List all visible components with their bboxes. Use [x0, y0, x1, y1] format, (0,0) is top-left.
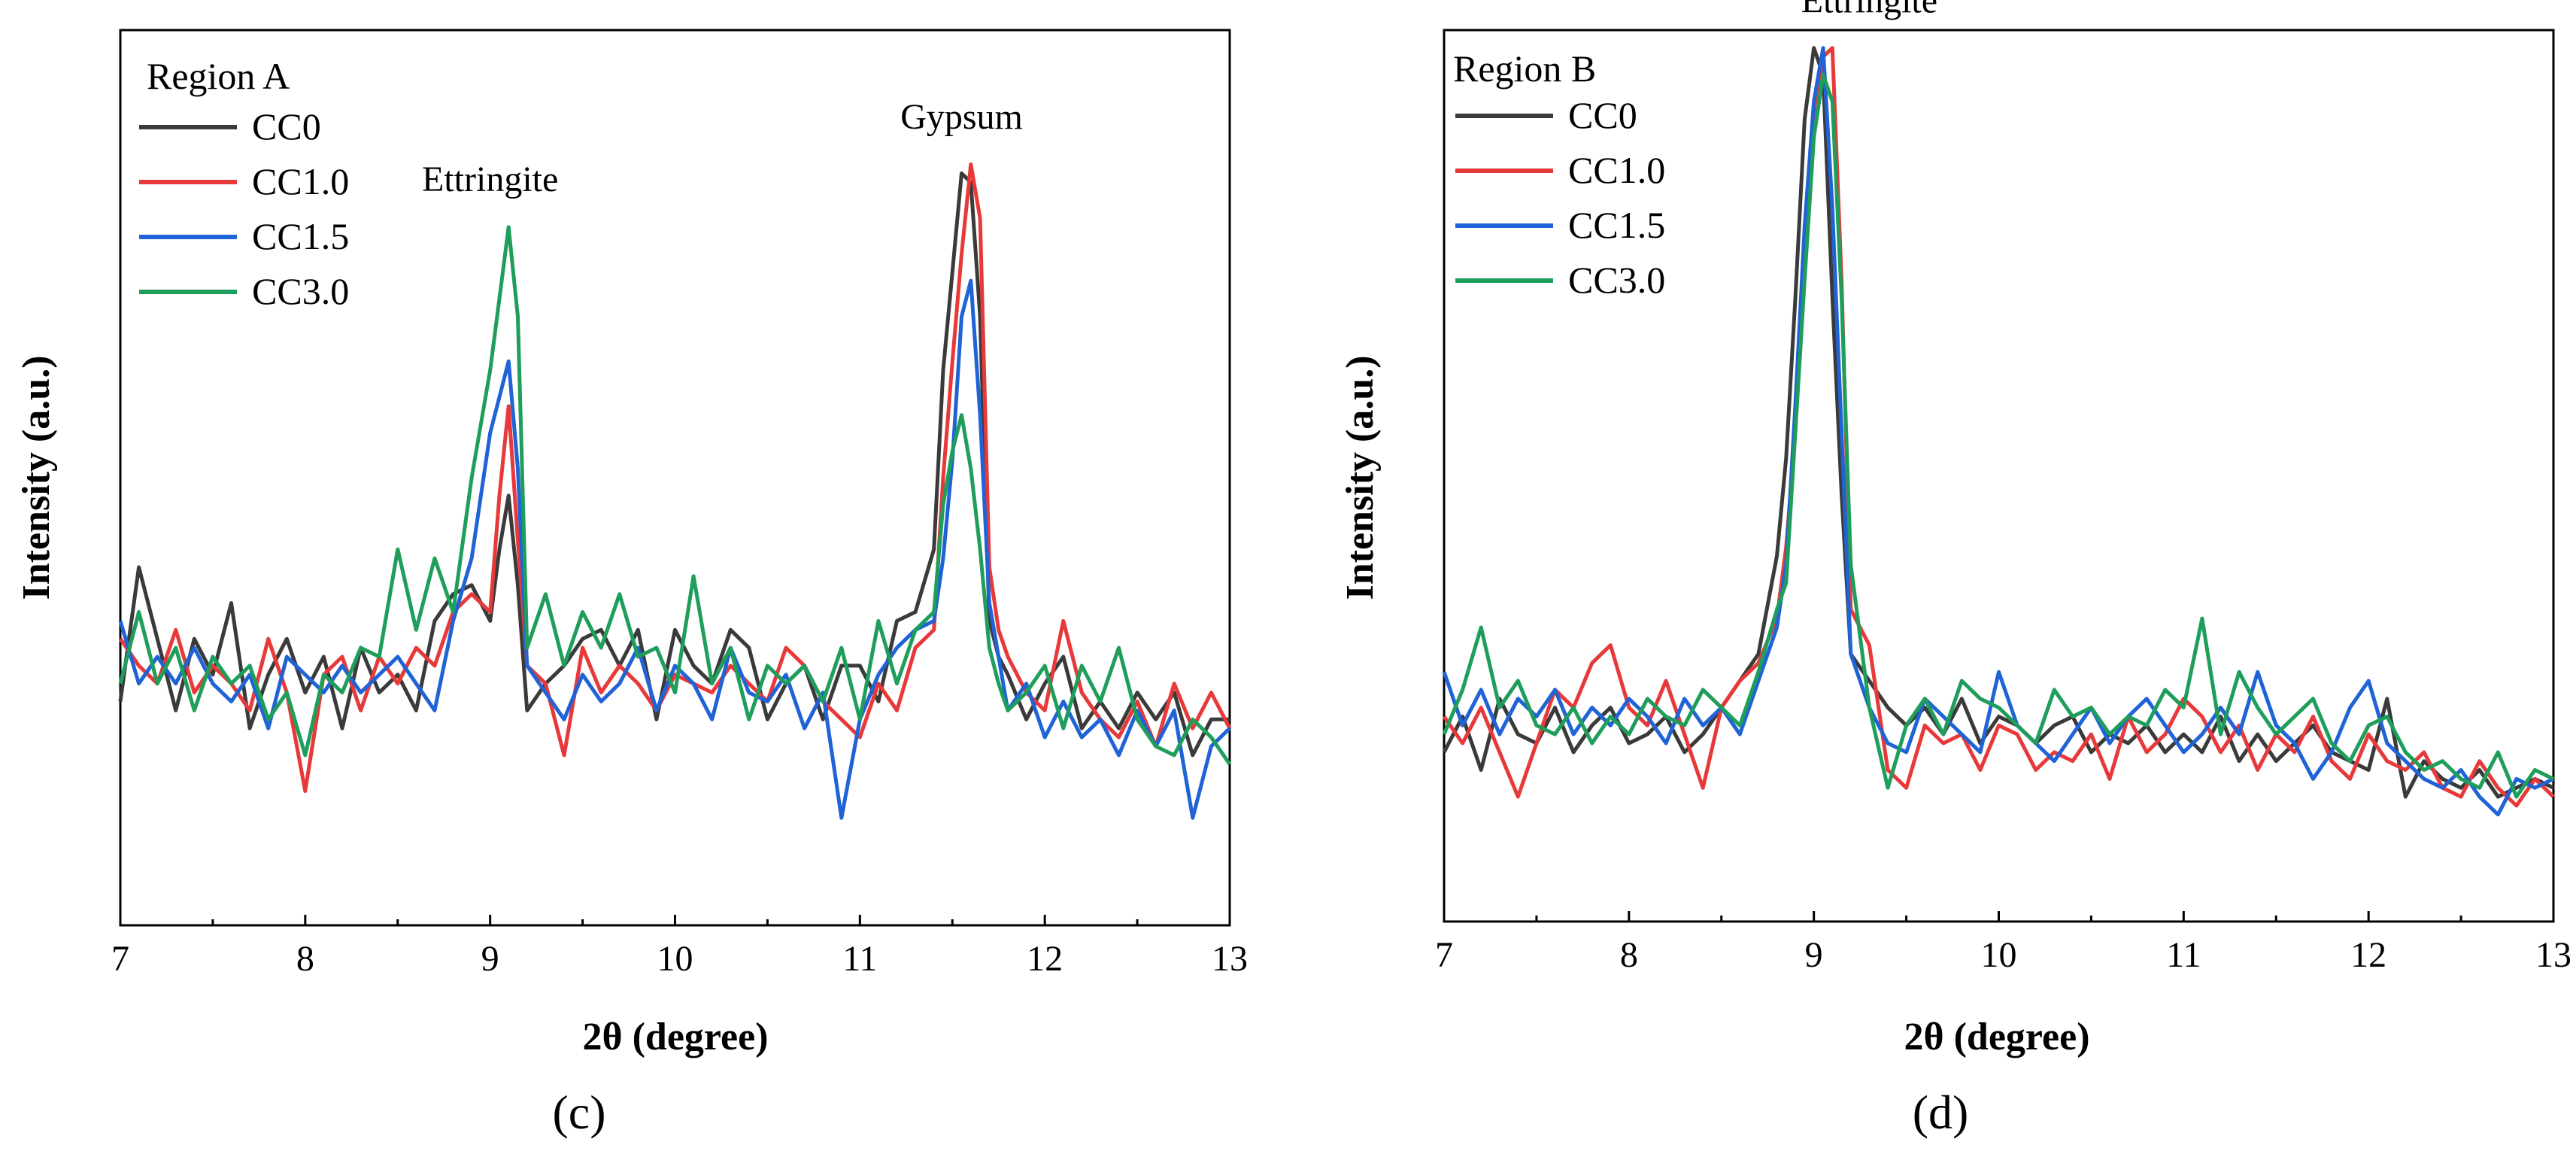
x-tick-label: 13 [1212, 939, 1248, 979]
panel-label: (c) [552, 1086, 605, 1139]
panel-label: (d) [1913, 1086, 1969, 1139]
x-tick-label: 10 [1981, 935, 2017, 975]
x-tick-label: 7 [1435, 935, 1453, 975]
x-tick-label: 12 [2350, 935, 2386, 975]
x-axis-ticks: 7 8 9 10 11 12 13 [1435, 911, 2571, 975]
x-tick-label: 13 [2535, 935, 2571, 975]
legend-label: CC3.0 [252, 270, 349, 312]
annotations: Ettringite Gypsum [422, 97, 1023, 199]
annotations: Ettringite [1801, 0, 1937, 20]
legend-label: CC1.0 [252, 160, 349, 202]
x-tick-label: 8 [1620, 935, 1638, 975]
region-label: Region A [147, 55, 290, 97]
series-line-cc3-0 [1442, 72, 2555, 799]
region-label: Region B [1453, 47, 1596, 90]
y-axis-label: Intensity (a.u.) [15, 355, 58, 600]
x-axis-label: 2θ (degree) [1904, 1016, 2089, 1058]
series-line-cc1-5 [118, 278, 1231, 820]
x-tick-label: 8 [296, 939, 314, 979]
chart-panel-d: 7 8 9 10 11 12 13 Region B CC0CC1.0CC1.5CC3.0 … [1339, 0, 2571, 1139]
chart-panel-c: 7 8 9 10 11 12 13 Region A CC0CC1.0CC1.5CC3.0 … [15, 29, 1248, 1139]
legend-label: CC1.0 [1568, 149, 1665, 191]
peak-annotation: Gypsum [900, 97, 1023, 137]
x-axis-ticks: 7 8 9 10 11 12 13 [111, 915, 1248, 979]
x-tick-label: 10 [657, 939, 693, 979]
x-tick-label: 11 [842, 939, 877, 979]
x-tick-label: 9 [1805, 935, 1823, 975]
legend: CC0 CC1.0 CC1.5 CC3.0 [139, 105, 349, 312]
series-line-cc3-0 [118, 225, 1232, 766]
x-tick-label: 12 [1027, 939, 1063, 979]
legend-label: CC0 [252, 105, 321, 147]
legend-label: CC1.5 [252, 215, 349, 257]
x-tick-label: 7 [111, 939, 129, 979]
peak-annotation: Ettringite [1801, 0, 1937, 20]
series-lines [118, 162, 1232, 820]
x-tick-label: 11 [2166, 935, 2201, 975]
x-axis-label: 2θ (degree) [582, 1016, 768, 1058]
series-lines [1442, 46, 2555, 817]
y-axis-label: Intensity (a.u.) [1339, 355, 1382, 600]
peak-annotation: Ettringite [422, 159, 558, 199]
legend-label: CC3.0 [1568, 259, 1665, 301]
x-tick-label: 9 [481, 939, 499, 979]
legend-label: CC0 [1568, 94, 1637, 136]
legend: CC0 CC1.0 CC1.5 CC3.0 [1455, 94, 1665, 301]
legend-label: CC1.5 [1568, 204, 1665, 246]
series-line-cc0 [118, 171, 1230, 758]
